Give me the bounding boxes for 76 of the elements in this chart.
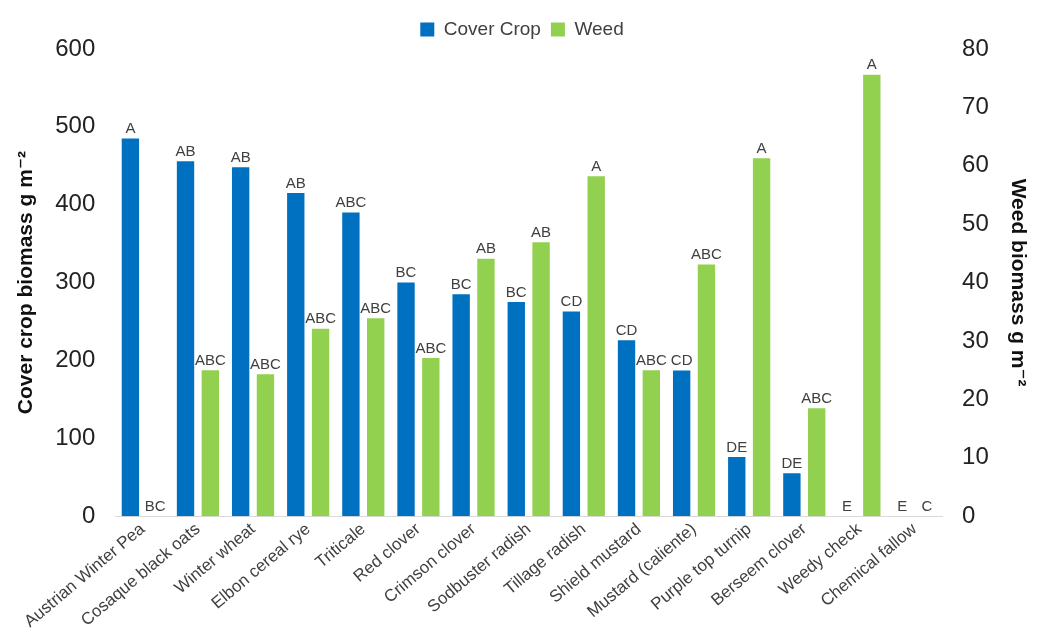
bar [863,74,881,517]
bar [617,340,636,517]
bar [697,264,716,517]
data-label: A [756,138,767,156]
y2-tick-label: 50 [962,208,989,236]
data-label: CD [560,292,583,310]
data-label: ABC [305,309,337,327]
bar [422,357,440,517]
y-tick-label: 200 [55,345,96,373]
data-label: ABC [360,298,392,316]
bar [562,311,581,517]
y2-tick-label: 40 [962,267,989,295]
y2-tick-label: 70 [962,92,989,120]
y-tick-label: 600 [55,33,96,61]
bar [808,408,826,517]
data-label: BC [395,263,417,281]
bar [752,158,771,517]
bar [642,370,661,517]
bar [672,370,691,517]
data-label: ABC [194,350,226,368]
data-label: ABC [250,354,282,372]
bar [587,176,605,517]
legend-label: Cover Crop [443,17,541,39]
data-label: DE [726,437,748,455]
data-label: ABC [691,245,723,263]
y-tick-label: 300 [55,267,96,295]
y2-tick-label: 30 [962,325,989,353]
data-label: A [591,156,602,174]
y2-tick-label: 20 [962,384,989,412]
y2-tick-label: 10 [962,442,989,470]
data-label: AB [230,148,251,165]
bar [783,473,801,517]
data-label: AB [175,141,196,159]
bar [507,302,525,517]
y-tick-label: 100 [55,422,96,450]
data-label: CD [615,320,638,338]
data-label: BC [144,496,166,514]
bar [311,328,330,517]
bar [477,258,495,517]
bar [342,212,360,517]
data-label: ABC [415,338,447,356]
y2-axis-title: Weed biomass g m⁻² [1007,178,1031,387]
data-label: ABC [635,350,667,368]
y2-tick-label: 80 [962,33,989,61]
data-label: BC [505,282,527,300]
bar [532,242,550,517]
data-label: CD [670,351,693,369]
bar [287,193,305,517]
y-tick-label: 500 [55,111,96,139]
bar [176,161,195,517]
data-label: BC [450,274,472,292]
bar [256,374,275,517]
data-label: AB [285,173,306,191]
data-label: C [921,496,933,514]
bar [231,167,250,517]
y-tick-label: 400 [55,189,96,217]
data-label: A [866,55,877,73]
y-tick-label: 0 [81,500,96,528]
data-label: E [897,496,908,514]
bar [201,370,220,517]
bar [452,294,470,517]
y2-tick-label: 0 [962,500,976,528]
legend-label: Weed [574,17,624,39]
bar [397,282,415,517]
bar [367,318,385,517]
y-axis-title: Cover crop biomass g m⁻² [13,151,37,415]
data-label: A [125,119,136,137]
data-label: AB [531,222,552,240]
y2-tick-label: 60 [962,150,989,178]
bar [728,457,746,517]
data-label: E [842,496,853,514]
data-label: ABC [335,193,367,211]
data-label: DE [781,454,803,472]
data-label: ABC [801,388,833,406]
bar [121,138,140,517]
data-label: AB [475,239,496,257]
